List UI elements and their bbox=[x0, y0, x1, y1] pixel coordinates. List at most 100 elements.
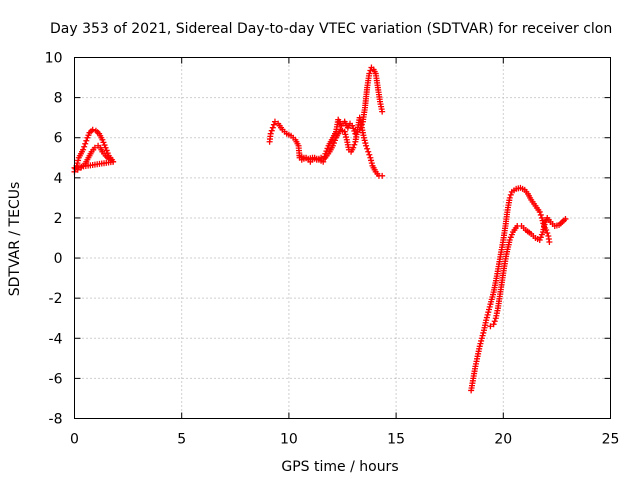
data-point bbox=[331, 137, 338, 144]
grid bbox=[74, 57, 611, 419]
data-point bbox=[83, 137, 90, 144]
x-tick-label: 25 bbox=[602, 432, 620, 448]
data-point bbox=[91, 144, 98, 151]
data-point bbox=[366, 70, 373, 77]
data-point bbox=[379, 108, 386, 115]
data-point bbox=[365, 148, 372, 155]
axis-ticks: 0 5 10 15 20 25 -8 -6 -4 -2 0 2 4 6 8 10 bbox=[45, 51, 620, 448]
data-point bbox=[350, 125, 357, 132]
data-point bbox=[364, 145, 371, 152]
x-tick-label: 10 bbox=[280, 432, 298, 448]
data-marks bbox=[71, 64, 569, 394]
data-point bbox=[490, 321, 497, 328]
data-point bbox=[80, 146, 87, 153]
data-point bbox=[271, 118, 278, 125]
data-point bbox=[508, 231, 515, 238]
data-point bbox=[538, 231, 545, 238]
data-point bbox=[478, 337, 485, 344]
data-point bbox=[330, 140, 337, 147]
y-tick-label: -2 bbox=[49, 291, 63, 307]
data-point bbox=[350, 144, 357, 151]
data-point bbox=[478, 335, 485, 342]
y-tick-label: -6 bbox=[49, 371, 63, 387]
data-point bbox=[379, 172, 386, 179]
data-point bbox=[349, 122, 356, 129]
data-point bbox=[484, 311, 491, 318]
y-tick-label: 4 bbox=[54, 171, 63, 187]
data-point bbox=[74, 166, 81, 173]
series-arc-3 bbox=[468, 184, 569, 394]
plot-frame bbox=[74, 57, 611, 419]
data-point bbox=[476, 343, 483, 350]
y-tick-label: -4 bbox=[49, 331, 63, 347]
data-point bbox=[81, 143, 88, 150]
data-point bbox=[477, 340, 484, 347]
data-point bbox=[351, 128, 358, 135]
data-point bbox=[99, 136, 106, 143]
data-point bbox=[362, 140, 369, 147]
data-point bbox=[537, 211, 544, 218]
data-point bbox=[536, 237, 543, 244]
data-point bbox=[110, 158, 117, 165]
x-tick-label: 5 bbox=[177, 432, 186, 448]
chart-title: Day 353 of 2021, Sidereal Day-to-day VTE… bbox=[50, 21, 612, 37]
data-point bbox=[343, 134, 350, 141]
data-point bbox=[486, 303, 493, 310]
data-point bbox=[270, 121, 277, 128]
data-point bbox=[367, 67, 374, 74]
data-point bbox=[483, 317, 490, 324]
data-point bbox=[341, 128, 348, 135]
data-point bbox=[342, 131, 349, 138]
y-tick-label: 0 bbox=[54, 251, 63, 267]
data-point bbox=[538, 214, 545, 221]
data-point bbox=[486, 306, 493, 313]
data-point bbox=[103, 147, 110, 154]
data-point bbox=[507, 191, 514, 198]
data-point bbox=[101, 142, 108, 149]
data-point bbox=[479, 332, 486, 339]
data-point bbox=[269, 124, 276, 131]
data-point bbox=[360, 134, 367, 141]
x-tick-label: 15 bbox=[387, 432, 405, 448]
data-point bbox=[368, 157, 375, 164]
data-point bbox=[507, 234, 514, 241]
data-point bbox=[491, 318, 498, 325]
data-point bbox=[480, 329, 487, 336]
data-point bbox=[320, 158, 327, 165]
data-point bbox=[82, 140, 89, 147]
data-point bbox=[89, 126, 96, 133]
data-point bbox=[546, 239, 553, 246]
series-arc-1 bbox=[71, 126, 117, 175]
data-point bbox=[483, 314, 490, 321]
y-tick-label: -8 bbox=[49, 412, 63, 428]
data-point bbox=[324, 145, 331, 152]
data-point bbox=[536, 208, 543, 215]
data-point bbox=[100, 139, 107, 146]
x-axis-label: GPS time / hours bbox=[281, 459, 398, 475]
series-arc-2 bbox=[266, 64, 386, 179]
data-point bbox=[562, 215, 569, 222]
data-point bbox=[487, 323, 494, 330]
data-point bbox=[537, 234, 544, 241]
data-point bbox=[506, 237, 513, 244]
x-tick-label: 20 bbox=[494, 432, 512, 448]
data-point bbox=[506, 194, 513, 201]
data-point bbox=[102, 144, 109, 151]
data-point bbox=[268, 127, 275, 134]
data-point bbox=[329, 142, 336, 149]
data-point bbox=[75, 157, 82, 164]
data-point bbox=[367, 154, 374, 161]
y-axis-label: SDTVAR / TECUs bbox=[7, 182, 23, 297]
data-point bbox=[361, 137, 368, 144]
data-point bbox=[368, 160, 375, 167]
y-tick-label: 10 bbox=[45, 51, 63, 67]
data-point bbox=[363, 142, 370, 149]
y-tick-label: 6 bbox=[54, 131, 63, 147]
y-tick-label: 2 bbox=[54, 211, 63, 227]
data-point bbox=[267, 130, 274, 137]
data-point bbox=[544, 229, 551, 236]
data-point bbox=[485, 309, 492, 316]
y-tick-label: 8 bbox=[54, 91, 63, 107]
data-point bbox=[366, 151, 373, 158]
